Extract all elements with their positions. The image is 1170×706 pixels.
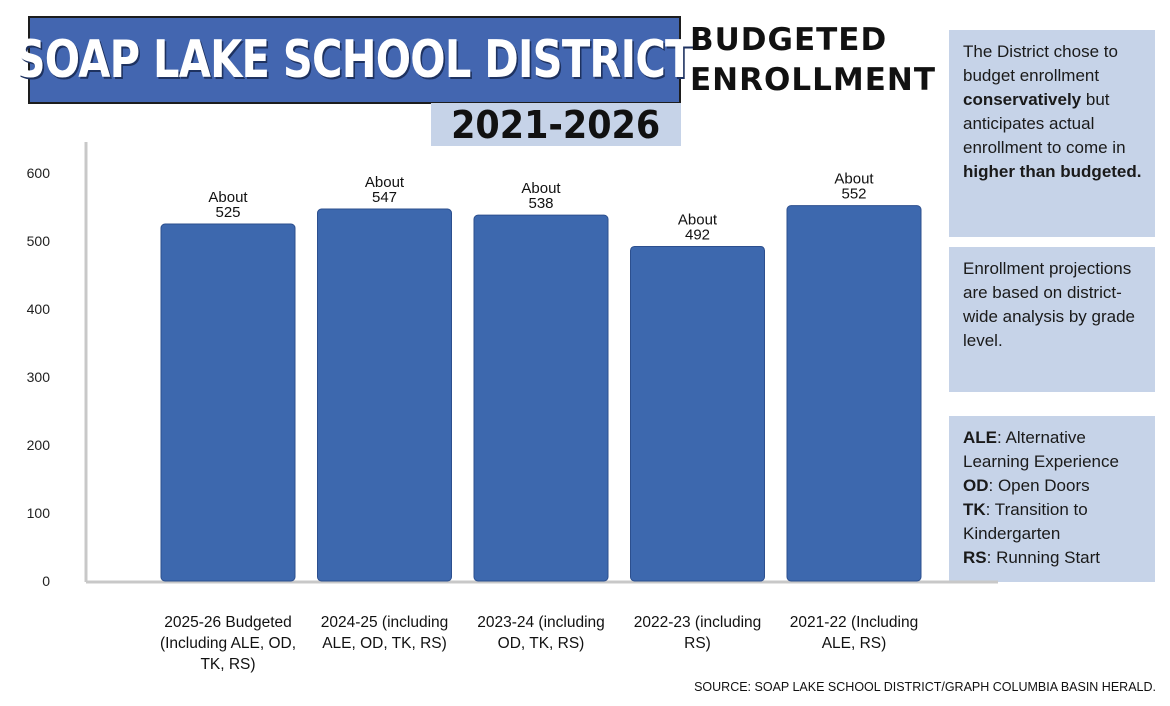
note1-bold-2: higher than budgeted. (963, 162, 1142, 181)
bar-label-prefix: About (678, 211, 718, 228)
source-credit: SOURCE: SOAP LAKE SCHOOL DISTRICT/GRAPH … (694, 680, 1156, 694)
x-category-label: 2021-22 (Including (790, 614, 918, 631)
x-category-label: (Including ALE, OD, (160, 635, 296, 652)
abbr-tk-text: : Transition to Kindergarten (963, 500, 1088, 543)
abbr-od-key: OD (963, 476, 989, 495)
bar-value-label: 552 (841, 186, 866, 203)
abbr-od: OD: Open Doors (963, 474, 1143, 498)
x-category-label: ALE, RS) (822, 635, 887, 652)
x-category-label: 2022-23 (including (634, 614, 762, 631)
bar-value-label: 547 (372, 189, 397, 206)
title-band: SOAP LAKE SCHOOL DISTRICT (16, 16, 694, 104)
abbr-rs: RS: Running Start (963, 546, 1143, 570)
bar-value-label: 492 (685, 226, 710, 243)
x-category-label: 2025-26 Budgeted (164, 614, 292, 631)
subtitle-line-1: BUDGETED (690, 22, 888, 58)
abbr-rs-text: : Running Start (986, 548, 1101, 567)
bar-label-prefix: About (521, 180, 561, 197)
x-category-label: OD, TK, RS) (498, 635, 585, 652)
note1-text-2: but anticipates actual enrollment to com… (963, 90, 1126, 157)
abbr-tk: TK: Transition to Kindergarten (963, 498, 1143, 546)
abbr-ale-text: : Alternative Learning Experience (963, 428, 1119, 471)
y-tick-label: 500 (27, 233, 51, 249)
years-band: 2021-2026 (431, 102, 681, 147)
chart-title: SOAP LAKE SCHOOL DISTRICT (16, 30, 694, 90)
bar (473, 214, 609, 582)
bar-label-prefix: About (834, 171, 874, 188)
bar-value-label: 538 (528, 195, 553, 212)
bar-value-label: 525 (215, 204, 240, 221)
note-conservative-budget: The District chose to budget enrollment … (949, 30, 1155, 237)
abbr-ale: ALE: Alternative Learning Experience (963, 426, 1143, 474)
abbr-ale-key: ALE (963, 428, 997, 447)
y-tick-label: 100 (27, 505, 51, 521)
chart-years: 2021-2026 (451, 102, 661, 147)
y-tick-label: 300 (27, 369, 51, 385)
note-abbreviations: ALE: Alternative Learning Experience OD:… (949, 416, 1155, 582)
x-category-label: RS) (684, 635, 711, 652)
chart-subtitle: BUDGETED ENROLLMENT (690, 20, 940, 100)
bar-label-prefix: About (208, 189, 248, 206)
bar (786, 205, 922, 582)
abbr-od-text: : Open Doors (988, 476, 1090, 495)
y-tick-label: 0 (42, 573, 50, 589)
x-category-label: 2024-25 (including (321, 614, 449, 631)
x-category-label: 2023-24 (including (477, 614, 605, 631)
bar (630, 245, 765, 582)
x-category-label: ALE, OD, TK, RS) (322, 635, 447, 652)
y-tick-label: 600 (27, 165, 51, 181)
bar (160, 223, 296, 582)
abbr-tk-key: TK (963, 500, 986, 519)
note-projections: Enrollment projections are based on dist… (949, 247, 1155, 392)
y-tick-label: 200 (27, 437, 51, 453)
subtitle-line-2: ENROLLMENT (690, 62, 936, 98)
y-tick-label: 400 (27, 301, 51, 317)
note1-bold-1: conservatively (963, 90, 1082, 109)
note1-text-1: The District chose to budget enrollment (963, 42, 1118, 85)
abbr-rs-key: RS (963, 548, 987, 567)
bar (317, 208, 452, 582)
x-category-label: TK, RS) (200, 656, 255, 673)
bar-label-prefix: About (365, 174, 405, 191)
